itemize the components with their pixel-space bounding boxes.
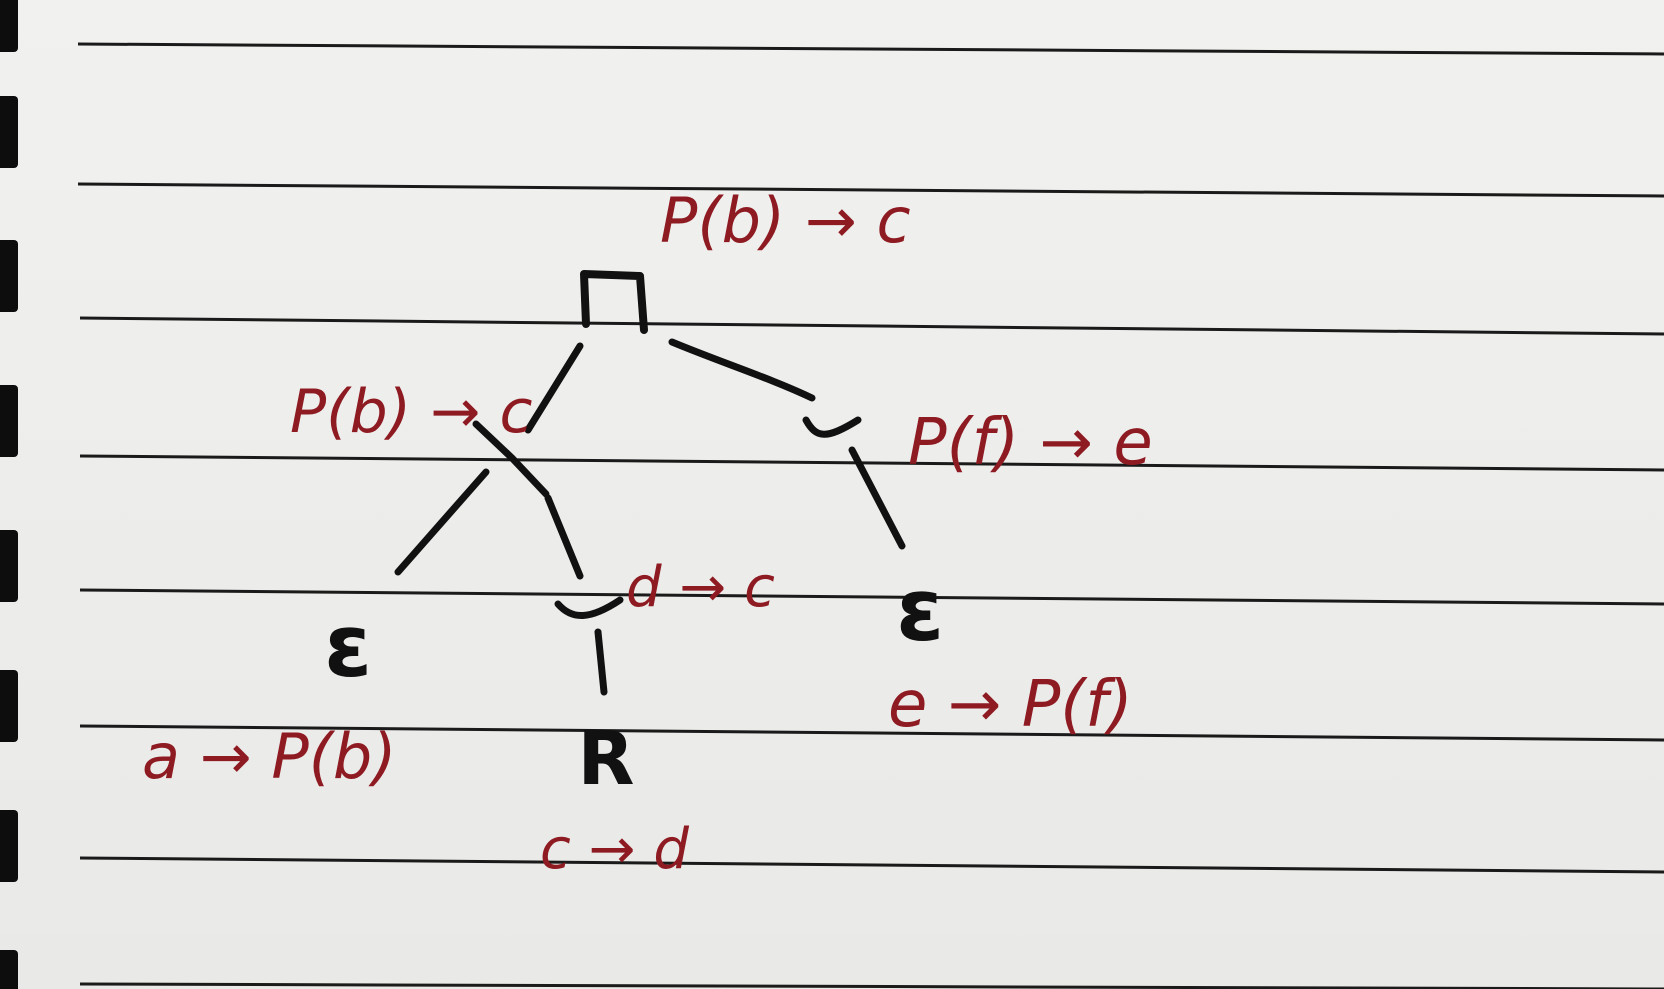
wedge-symbol-icon bbox=[472, 420, 550, 498]
binding-hole bbox=[0, 240, 18, 312]
and-node-left bbox=[472, 420, 550, 498]
label-eps-left: a → P(b) bbox=[142, 720, 396, 793]
binding-hole bbox=[0, 530, 18, 602]
binding-hole bbox=[0, 96, 18, 168]
label-eps-right: e → P(f) bbox=[888, 668, 1133, 742]
or-node-mid bbox=[554, 596, 624, 619]
edge-or-right-to-eps-right bbox=[848, 446, 906, 550]
binding-hole bbox=[0, 950, 18, 989]
edge-or-mid-to-r bbox=[594, 628, 608, 696]
binding-hole bbox=[0, 0, 18, 52]
box-symbol-icon bbox=[580, 270, 648, 334]
label-root: P(b) → c bbox=[660, 184, 911, 257]
node-r: R bbox=[578, 716, 635, 802]
edge-and-to-or-mid bbox=[544, 494, 584, 580]
label-r-node: c → d bbox=[540, 817, 689, 882]
label-and-left: P(b) → c bbox=[290, 377, 533, 447]
edge-root-to-or-right bbox=[668, 338, 816, 402]
label-or-right: P(f) → e bbox=[908, 406, 1153, 480]
node-eps-left: ε bbox=[324, 597, 372, 697]
root-node bbox=[580, 270, 648, 334]
label-or-mid: d → c bbox=[626, 555, 775, 620]
or-node-right bbox=[802, 416, 862, 438]
edge-root-to-and bbox=[524, 342, 584, 434]
edge-and-to-eps-left bbox=[394, 468, 490, 576]
vee-symbol-icon bbox=[554, 596, 624, 619]
binding-hole bbox=[0, 670, 18, 742]
vee-symbol-icon bbox=[802, 416, 862, 438]
node-eps-right: ε bbox=[896, 561, 944, 661]
binding-hole bbox=[0, 810, 18, 882]
binding-hole bbox=[0, 385, 18, 457]
